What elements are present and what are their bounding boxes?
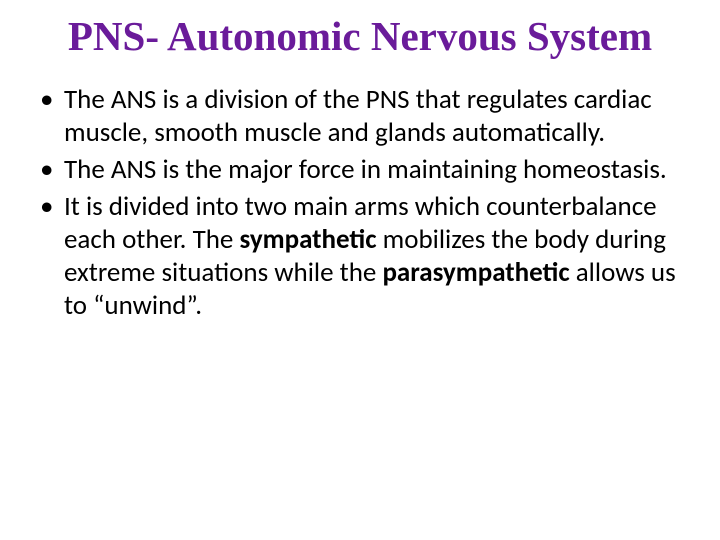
bullet-text-segment: The ANS is the major force in maintainin… (64, 153, 667, 186)
bullet-item: The ANS is a division of the PNS that re… (64, 84, 692, 150)
slide-title: PNS- Autonomic Nervous System (28, 14, 692, 60)
bullet-list: The ANS is a division of the PNS that re… (28, 84, 692, 323)
bullet-text-segment: parasympathetic (382, 256, 569, 289)
bullet-item: The ANS is the major force in maintainin… (64, 154, 692, 187)
bullet-text-segment: sympathetic (239, 223, 376, 256)
slide: PNS- Autonomic Nervous System The ANS is… (0, 0, 720, 540)
bullet-item: It is divided into two main arms which c… (64, 191, 692, 323)
bullet-text-segment: The ANS is a division of the PNS that re… (64, 83, 652, 149)
